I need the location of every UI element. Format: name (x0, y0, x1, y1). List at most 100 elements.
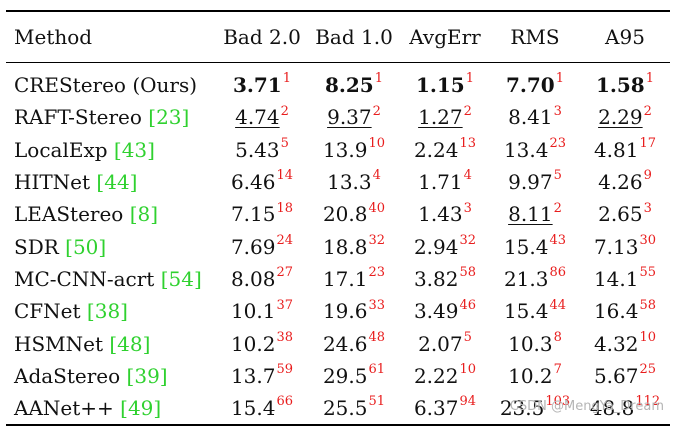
metric-cell: 19.633 (308, 295, 400, 327)
rank-superscript: 23 (368, 265, 386, 281)
metric-value: 13.4 (503, 137, 549, 162)
citation-link[interactable]: [49] (120, 396, 162, 421)
metric-cell: 3.8258 (400, 263, 490, 295)
method-cell: LEAStereo [8] (6, 198, 216, 230)
rank-superscript: 94 (459, 394, 477, 410)
rank-superscript: 37 (276, 297, 294, 313)
metric-value: 1.43 (418, 202, 463, 227)
metric-cell: 2.075 (400, 327, 490, 359)
method-cell: MC-CNN-acrt [54] (6, 263, 216, 295)
rank-superscript: 32 (459, 232, 477, 248)
metric-value: 20.8 (322, 202, 368, 227)
method-cell: AANet++ [49] (6, 392, 216, 424)
rank-superscript: 103 (545, 394, 571, 410)
header-rms: RMS (510, 25, 560, 49)
metric-cell: 20.840 (308, 198, 400, 230)
metric-cell: 1.272 (400, 101, 490, 133)
metric-cell: 7.1518 (216, 198, 308, 230)
metric-value: 2.65 (598, 202, 643, 227)
rank-superscript: 61 (368, 362, 386, 378)
method-name: LEAStereo (14, 202, 124, 227)
rank-superscript: 10 (459, 362, 477, 378)
metric-value: 10.2 (230, 331, 276, 356)
metric-value: 8.41 (508, 105, 553, 130)
metric-cell: 9.372 (308, 101, 400, 133)
metric-cell: 4.8117 (580, 134, 670, 166)
metric-cell: 6.3794 (400, 392, 490, 424)
citation-link[interactable]: [23] (148, 105, 190, 130)
metric-cell: 2.653 (580, 198, 670, 230)
rank-superscript: 1 (555, 71, 564, 87)
rank-superscript: 30 (639, 232, 657, 248)
citation-link[interactable]: [44] (96, 170, 138, 195)
table-row: HITNet [44] 6.4614 13.34 1.714 9.975 4.269 (6, 166, 670, 198)
method-cell: RAFT-Stereo [23] (6, 101, 216, 133)
metric-cell: 10.38 (490, 327, 580, 359)
rank-superscript: 112 (635, 394, 661, 410)
citation-link[interactable]: [54] (160, 266, 202, 291)
metric-value: 5.43 (235, 137, 280, 162)
table-row: CREStereo (Ours) 3.711 8.251 1.151 7.701 1.58… (6, 63, 670, 101)
metric-value: 1.71 (418, 170, 463, 195)
metric-value: 13.3 (327, 170, 372, 195)
metric-cell: 10.27 (490, 360, 580, 392)
citation-link[interactable]: [48] (109, 331, 151, 356)
metric-cell: 8.0827 (216, 263, 308, 295)
rank-superscript: 1 (282, 71, 291, 87)
citation-link[interactable]: [50] (65, 234, 107, 259)
rank-superscript: 5 (463, 329, 472, 345)
metric-cell: 18.832 (308, 230, 400, 262)
metric-value: 6.37 (413, 396, 459, 421)
rank-superscript: 4 (463, 168, 472, 184)
citation-link[interactable]: [43] (113, 137, 155, 162)
metric-cell: 1.581 (580, 63, 670, 101)
metric-value: 8.11 (508, 202, 553, 227)
rank-superscript: 17 (639, 136, 657, 152)
metric-cell: 13.910 (308, 134, 400, 166)
header-bad-1-0: Bad 1.0 (315, 25, 393, 49)
metric-cell: 7.1330 (580, 230, 670, 262)
rank-superscript: 3 (643, 200, 652, 216)
metric-cell: 13.759 (216, 360, 308, 392)
rank-superscript: 24 (276, 232, 294, 248)
metric-cell: 21.386 (490, 263, 580, 295)
rank-superscript: 3 (463, 200, 472, 216)
metric-cell: 15.443 (490, 230, 580, 262)
citation-link[interactable]: [39] (126, 363, 168, 388)
rank-superscript: 4 (372, 168, 381, 184)
rank-superscript: 7 (553, 362, 562, 378)
rank-superscript: 2 (643, 103, 652, 119)
metric-cell: 3.4946 (400, 295, 490, 327)
metric-cell: 2.292 (580, 101, 670, 133)
table-row: LocalExp [43] 5.435 13.910 2.2413 13.423 4.81… (6, 134, 670, 166)
metric-value: 19.6 (322, 299, 368, 324)
method-name: AdaStereo (14, 363, 121, 388)
metric-cell: 4.269 (580, 166, 670, 198)
rank-superscript: 38 (276, 329, 294, 345)
method-name: RAFT-Stereo (14, 105, 142, 130)
metric-cell: 8.413 (490, 101, 580, 133)
rank-superscript: 58 (639, 297, 657, 313)
rank-superscript: 5 (553, 168, 562, 184)
metric-value: 24.6 (322, 331, 368, 356)
metric-cell: 10.238 (216, 327, 308, 359)
metric-value: 7.15 (230, 202, 276, 227)
table-row: HSMNet [48] 10.238 24.648 2.075 10.38 4.3210 (6, 327, 670, 359)
table-row: AdaStereo [39] 13.759 29.561 2.2210 10.27 5.6… (6, 360, 670, 392)
citation-link[interactable]: [8] (129, 202, 159, 227)
metric-value: 10.1 (230, 299, 276, 324)
metric-cell: 7.6924 (216, 230, 308, 262)
metric-value: 15.4 (230, 396, 276, 421)
citation-link[interactable]: [38] (86, 299, 128, 324)
metric-value: 3.71 (233, 73, 282, 98)
metric-cell: 3.711 (216, 63, 308, 101)
method-cell: HSMNet [48] (6, 327, 216, 359)
rank-superscript: 25 (639, 362, 657, 378)
metric-cell: 4.3210 (580, 327, 670, 359)
metric-cell: 13.423 (490, 134, 580, 166)
method-cell: CFNet [38] (6, 295, 216, 327)
metric-value: 1.15 (416, 73, 465, 98)
results-table-figure: Method Bad 2.0 Bad 1.0 AvgErr RMS A95 CR… (6, 10, 670, 426)
metric-value: 48.8 (589, 396, 635, 421)
metric-value: 3.49 (413, 299, 459, 324)
